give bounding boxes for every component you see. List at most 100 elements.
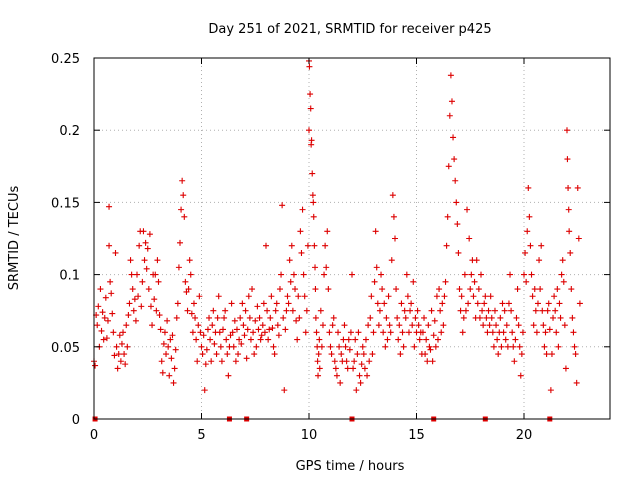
data-point bbox=[232, 358, 239, 365]
data-point bbox=[275, 332, 282, 339]
data-point bbox=[479, 307, 486, 314]
data-point bbox=[187, 271, 194, 278]
data-point bbox=[294, 336, 301, 343]
x-axis-title: GPS time / hours bbox=[296, 459, 405, 474]
data-point bbox=[509, 329, 516, 336]
data-point bbox=[482, 293, 489, 300]
data-point bbox=[185, 286, 192, 293]
data-point bbox=[350, 365, 357, 372]
data-point bbox=[575, 235, 582, 242]
data-point bbox=[202, 361, 209, 368]
data-point bbox=[310, 199, 317, 206]
data-point bbox=[99, 309, 106, 316]
data-point bbox=[576, 300, 583, 307]
data-point bbox=[235, 351, 242, 358]
data-point bbox=[168, 355, 175, 362]
data-point bbox=[206, 314, 213, 321]
data-point bbox=[142, 239, 149, 246]
data-point bbox=[500, 329, 507, 336]
data-point bbox=[412, 314, 419, 321]
data-point bbox=[372, 228, 379, 235]
data-point bbox=[455, 249, 462, 256]
data-point bbox=[160, 340, 167, 347]
y-axis-title: SRMTID / TECUs bbox=[7, 186, 22, 291]
data-point bbox=[430, 332, 437, 339]
data-point bbox=[572, 351, 579, 358]
data-point bbox=[524, 228, 531, 235]
data-point bbox=[279, 202, 286, 209]
data-point bbox=[425, 322, 432, 329]
data-point bbox=[242, 307, 249, 314]
data-point bbox=[203, 346, 210, 353]
x-tick-labels: 0 5 10 15 20 bbox=[90, 428, 532, 443]
data-point bbox=[488, 314, 495, 321]
x-tick-label: 5 bbox=[197, 428, 205, 443]
data-point bbox=[564, 156, 571, 163]
data-point bbox=[456, 286, 463, 293]
data-point bbox=[303, 307, 310, 314]
data-point bbox=[259, 322, 266, 329]
data-point bbox=[287, 278, 294, 285]
data-point bbox=[378, 271, 385, 278]
data-point bbox=[204, 326, 211, 333]
data-point bbox=[316, 365, 323, 372]
data-point bbox=[356, 372, 363, 379]
data-point bbox=[175, 264, 182, 271]
data-point bbox=[441, 293, 448, 300]
x-tick-label: 20 bbox=[516, 428, 533, 443]
data-point bbox=[184, 307, 191, 314]
data-point bbox=[419, 329, 426, 336]
data-point bbox=[284, 293, 291, 300]
data-point bbox=[565, 184, 572, 191]
data-point bbox=[256, 314, 263, 321]
data-point bbox=[254, 303, 261, 310]
data-point bbox=[427, 346, 434, 353]
data-point bbox=[220, 326, 226, 333]
x-tick-label: 10 bbox=[301, 428, 318, 443]
data-point bbox=[547, 387, 554, 394]
data-point bbox=[189, 329, 196, 336]
data-point bbox=[387, 329, 394, 336]
data-point bbox=[299, 206, 306, 213]
data-point bbox=[129, 286, 136, 293]
data-point bbox=[295, 293, 302, 300]
data-point bbox=[330, 314, 337, 321]
data-point bbox=[290, 271, 297, 278]
data-point bbox=[423, 336, 430, 343]
data-point bbox=[224, 351, 231, 358]
data-point bbox=[201, 387, 208, 394]
data-point bbox=[283, 307, 290, 314]
data-point bbox=[244, 326, 251, 333]
data-point bbox=[349, 271, 355, 278]
data-point bbox=[366, 358, 373, 365]
data-point bbox=[505, 300, 512, 307]
data-point bbox=[163, 351, 170, 358]
data-point bbox=[371, 278, 378, 285]
data-point bbox=[280, 314, 287, 321]
data-point bbox=[519, 329, 526, 336]
data-point bbox=[514, 286, 521, 293]
data-point bbox=[443, 242, 450, 249]
data-point bbox=[510, 343, 517, 350]
data-point bbox=[426, 343, 433, 350]
data-point bbox=[300, 271, 307, 278]
data-point bbox=[309, 192, 316, 199]
data-point bbox=[343, 358, 350, 365]
data-point bbox=[345, 336, 352, 343]
data-point bbox=[257, 336, 264, 343]
data-point bbox=[435, 336, 441, 343]
data-point bbox=[213, 351, 220, 358]
data-point bbox=[561, 322, 568, 329]
data-point bbox=[554, 286, 561, 293]
data-point bbox=[166, 372, 173, 379]
data-point bbox=[124, 343, 131, 350]
data-point bbox=[94, 322, 101, 329]
data-point bbox=[298, 249, 305, 256]
data-point bbox=[225, 372, 232, 379]
grid bbox=[94, 58, 610, 419]
data-point bbox=[269, 325, 276, 332]
data-point bbox=[159, 369, 166, 376]
data-point bbox=[359, 343, 366, 350]
data-point bbox=[97, 286, 104, 293]
data-point bbox=[268, 293, 275, 300]
